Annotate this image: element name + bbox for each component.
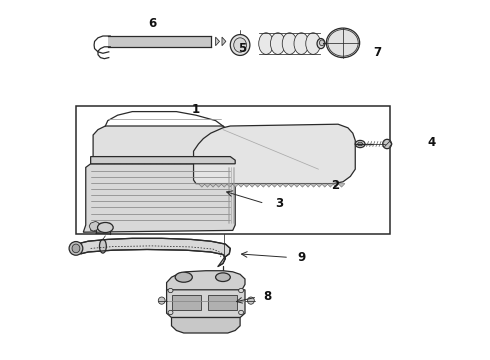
Ellipse shape — [294, 33, 309, 54]
Ellipse shape — [98, 222, 113, 233]
Polygon shape — [156, 160, 163, 164]
Polygon shape — [215, 184, 222, 187]
Polygon shape — [299, 184, 306, 187]
Polygon shape — [167, 290, 245, 318]
Polygon shape — [254, 184, 261, 187]
Polygon shape — [194, 124, 355, 184]
Polygon shape — [115, 160, 121, 164]
Polygon shape — [167, 271, 245, 291]
Polygon shape — [226, 184, 233, 187]
Ellipse shape — [234, 38, 246, 52]
Polygon shape — [222, 37, 226, 46]
Polygon shape — [174, 160, 180, 164]
Text: 9: 9 — [297, 251, 305, 264]
Polygon shape — [91, 160, 97, 164]
Polygon shape — [192, 160, 198, 164]
Polygon shape — [327, 184, 334, 187]
Polygon shape — [121, 160, 127, 164]
Polygon shape — [132, 160, 139, 164]
Polygon shape — [216, 160, 222, 164]
Text: 6: 6 — [148, 17, 156, 30]
Polygon shape — [83, 164, 235, 232]
Polygon shape — [238, 184, 245, 187]
Polygon shape — [266, 184, 272, 187]
Ellipse shape — [168, 288, 173, 293]
Ellipse shape — [317, 39, 325, 49]
Polygon shape — [228, 160, 234, 164]
Ellipse shape — [239, 310, 244, 315]
Bar — [172, 295, 201, 310]
Polygon shape — [204, 184, 211, 187]
Ellipse shape — [383, 139, 392, 149]
Ellipse shape — [168, 310, 173, 315]
Ellipse shape — [319, 40, 324, 46]
Polygon shape — [288, 184, 294, 187]
Polygon shape — [221, 184, 228, 187]
Polygon shape — [91, 157, 235, 164]
Text: 2: 2 — [332, 179, 340, 192]
Polygon shape — [338, 184, 345, 187]
Ellipse shape — [216, 273, 230, 282]
Polygon shape — [216, 37, 220, 46]
Polygon shape — [138, 160, 145, 164]
Text: 7: 7 — [373, 46, 381, 59]
Polygon shape — [180, 160, 187, 164]
Polygon shape — [81, 238, 230, 266]
Polygon shape — [145, 160, 151, 164]
Polygon shape — [198, 160, 204, 164]
Polygon shape — [204, 160, 210, 164]
Ellipse shape — [282, 33, 297, 54]
Ellipse shape — [230, 35, 250, 55]
Polygon shape — [243, 184, 250, 187]
Polygon shape — [232, 184, 239, 187]
Ellipse shape — [326, 28, 360, 58]
Polygon shape — [126, 160, 133, 164]
Ellipse shape — [175, 272, 192, 282]
Polygon shape — [260, 184, 267, 187]
Polygon shape — [282, 184, 289, 187]
Polygon shape — [294, 184, 300, 187]
Polygon shape — [333, 184, 340, 187]
Ellipse shape — [306, 33, 320, 54]
Polygon shape — [277, 184, 284, 187]
Ellipse shape — [239, 288, 244, 293]
Polygon shape — [91, 126, 230, 160]
Polygon shape — [168, 160, 174, 164]
Polygon shape — [210, 184, 217, 187]
Polygon shape — [198, 184, 205, 187]
Polygon shape — [210, 160, 216, 164]
Polygon shape — [91, 223, 113, 232]
Polygon shape — [89, 221, 100, 231]
Ellipse shape — [259, 33, 273, 54]
Bar — [208, 295, 237, 310]
Polygon shape — [310, 184, 317, 187]
Polygon shape — [249, 184, 256, 187]
Ellipse shape — [69, 242, 83, 255]
Ellipse shape — [355, 140, 365, 148]
Text: 5: 5 — [239, 42, 246, 55]
Ellipse shape — [72, 244, 80, 253]
Polygon shape — [109, 160, 115, 164]
Text: 3: 3 — [275, 197, 283, 210]
Ellipse shape — [247, 297, 254, 304]
Text: 8: 8 — [263, 291, 271, 303]
Text: 1: 1 — [192, 103, 200, 116]
Polygon shape — [316, 184, 322, 187]
Ellipse shape — [158, 297, 165, 304]
Polygon shape — [102, 160, 109, 164]
Polygon shape — [186, 160, 193, 164]
Ellipse shape — [358, 142, 363, 146]
Polygon shape — [321, 184, 328, 187]
Polygon shape — [97, 160, 103, 164]
Bar — [76, 106, 390, 234]
Ellipse shape — [270, 33, 285, 54]
Polygon shape — [222, 160, 228, 164]
Ellipse shape — [99, 239, 106, 253]
Polygon shape — [150, 160, 157, 164]
Polygon shape — [305, 184, 312, 187]
Polygon shape — [162, 160, 169, 164]
Polygon shape — [271, 184, 278, 187]
Text: 4: 4 — [427, 136, 435, 149]
Polygon shape — [172, 318, 240, 333]
